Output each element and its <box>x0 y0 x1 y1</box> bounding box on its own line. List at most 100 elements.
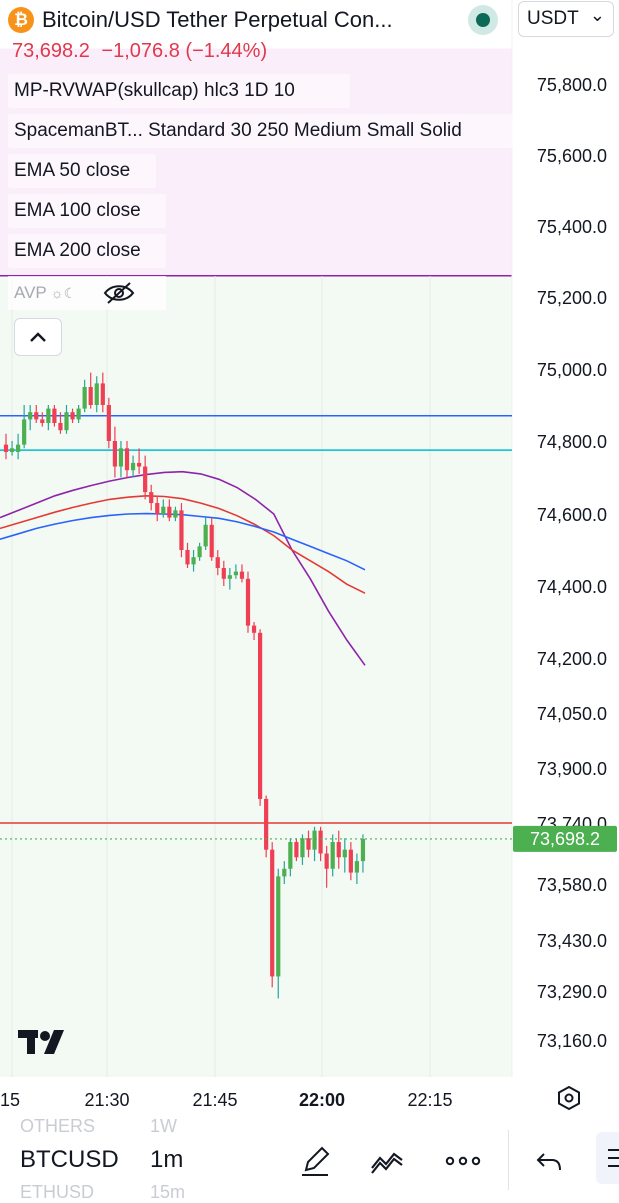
last-price-label: 73,698.2 <box>530 829 600 849</box>
interval-prev[interactable]: 1W <box>150 1116 177 1136</box>
interval-next[interactable]: 15m <box>150 1182 186 1202</box>
candle <box>324 845 329 888</box>
y-tick-label: 73,290.0 <box>537 982 607 1002</box>
currency-select[interactable]: USDT ⌄ <box>518 1 614 37</box>
chevron-down-icon: ⌄ <box>589 4 605 25</box>
symbol-next[interactable]: ETHUSD <box>20 1182 95 1202</box>
y-tick-label: 75,200.0 <box>537 288 607 308</box>
candle-body <box>270 849 275 977</box>
candle <box>191 550 196 572</box>
candle-body <box>28 412 33 420</box>
undo-icon <box>536 1153 561 1171</box>
indicator-label: EMA 100 close <box>14 200 141 221</box>
y-tick-label: 75,600.0 <box>537 146 607 166</box>
candle-body <box>306 838 311 850</box>
symbol-title[interactable]: ₿ Bitcoin/USD Tether Perpetual Con... <box>8 4 393 36</box>
candle-body <box>318 830 323 854</box>
candle <box>360 834 366 873</box>
x-tick-label: 21:45 <box>192 1090 237 1110</box>
indicator-ema-50[interactable]: EMA 50 close <box>8 154 156 188</box>
indicator-rvwap[interactable]: MP-RVWAP(skullcap) hlc3 1D 10 <box>8 74 350 108</box>
indicator-ema-200[interactable]: EMA 200 close <box>8 234 166 268</box>
candle <box>270 842 275 988</box>
candle-body <box>161 506 166 514</box>
candle-body <box>227 575 232 579</box>
indicator-avp[interactable]: AVP ☼☾ <box>8 276 166 310</box>
candle-body <box>264 798 269 850</box>
candle <box>185 542 190 568</box>
candle <box>106 397 111 449</box>
candle <box>306 830 311 858</box>
market-status-icon[interactable] <box>468 5 498 35</box>
candle-body <box>245 578 251 626</box>
indicator-label: MP-RVWAP(skullcap) hlc3 1D 10 <box>14 80 295 101</box>
candle <box>149 484 154 511</box>
avp-label: AVP <box>14 283 47 302</box>
candle-body <box>82 387 87 409</box>
indicators-icon <box>371 1152 403 1174</box>
indicator-label: EMA 50 close <box>14 160 131 181</box>
candle <box>342 838 347 873</box>
y-tick-label: 73,160.0 <box>537 1031 607 1051</box>
candle <box>300 834 305 865</box>
chart-grid <box>11 0 513 1077</box>
candle <box>264 795 269 858</box>
indicator-label: SpacemanBT... Standard 30 250 Medium Sma… <box>14 120 462 141</box>
candle-body <box>94 383 99 405</box>
change-value: −1,076.8 <box>101 40 180 62</box>
green-zone <box>0 275 512 1077</box>
candle-body <box>300 838 305 858</box>
candle <box>282 861 287 884</box>
symbol-prev[interactable]: OTHERS <box>20 1116 96 1136</box>
candle-body <box>348 849 353 873</box>
price-chart[interactable]: 75,800.0 75,600.0 75,400.0 75,200.0 75,000.0… <box>0 0 619 1112</box>
candle <box>100 372 105 413</box>
candle <box>46 405 51 431</box>
collapse-legend-button[interactable] <box>14 318 62 356</box>
change-percent: (−1.44%) <box>185 40 268 62</box>
tradingview-logo <box>18 1030 64 1054</box>
more-button[interactable] <box>444 1142 482 1180</box>
candle <box>88 372 93 409</box>
candle-body <box>118 448 124 467</box>
indicator-ema-100[interactable]: EMA 100 close <box>8 194 166 228</box>
candle <box>251 622 257 640</box>
candle-body <box>167 506 172 518</box>
candle-body <box>294 842 299 858</box>
eye-hidden-icon[interactable] <box>102 280 136 306</box>
candle <box>143 455 148 500</box>
y-tick-label: 74,600.0 <box>537 505 607 525</box>
interval-picker[interactable]: 1m <box>150 1146 184 1173</box>
y-tick-label: 73,580.0 <box>537 875 607 895</box>
undo-button[interactable] <box>530 1142 568 1180</box>
candle <box>215 550 220 576</box>
candle-body <box>276 876 281 977</box>
candle-body <box>143 466 148 493</box>
candle-body <box>76 408 81 420</box>
bottom-toolbar: OTHERS 1W ETHUSD 15m <box>0 1112 619 1202</box>
x-tick-label: 15 <box>0 1090 20 1110</box>
chart-settings-icon[interactable] <box>555 1084 583 1112</box>
candle <box>245 571 251 633</box>
y-tick-label: 74,200.0 <box>537 649 607 669</box>
indicator-label: EMA 200 close <box>14 240 141 261</box>
indicator-spaceman[interactable]: SpacemanBT... Standard 30 250 Medium Sma… <box>8 114 516 148</box>
candle <box>70 408 75 423</box>
price-axis[interactable]: 75,800.0 75,600.0 75,400.0 75,200.0 75,000.0… <box>513 75 617 1051</box>
draw-button[interactable] <box>296 1142 334 1180</box>
candle-body <box>354 861 359 873</box>
candle-body <box>360 838 366 862</box>
candle <box>209 517 214 561</box>
title-text: Bitcoin/USD Tether Perpetual Con... <box>42 7 393 32</box>
pen-icon <box>302 1146 330 1176</box>
candle <box>179 503 184 558</box>
candle-body <box>203 524 208 547</box>
candle-body <box>251 625 257 633</box>
indicators-button[interactable] <box>368 1142 406 1180</box>
candle <box>130 455 136 478</box>
candle <box>16 433 21 460</box>
side-tab-button[interactable] <box>596 1132 619 1184</box>
symbol-picker[interactable]: BTCUSD <box>20 1146 119 1173</box>
candle <box>221 560 226 586</box>
time-axis[interactable]: 15 21:30 21:45 22:00 22:15 <box>0 1090 453 1110</box>
